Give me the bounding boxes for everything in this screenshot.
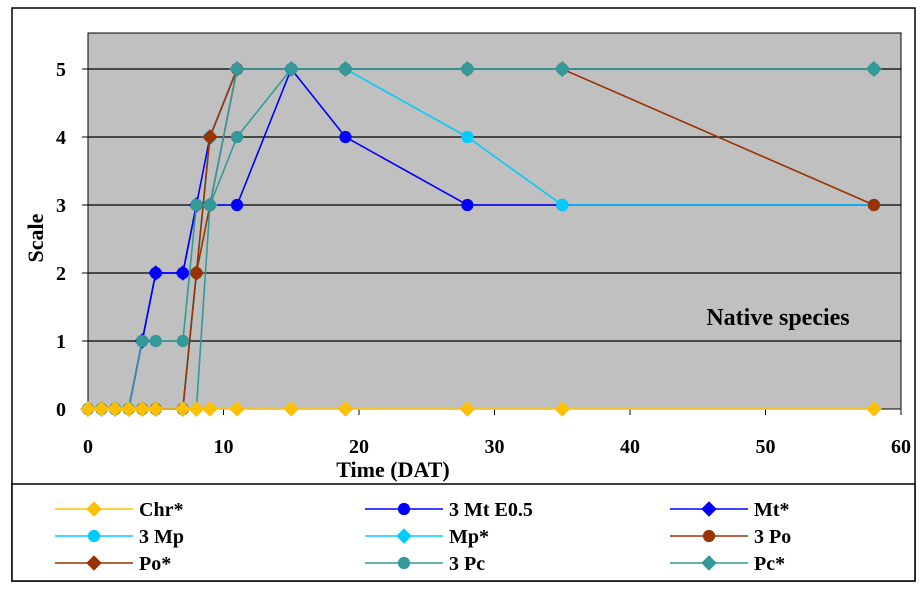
y-tick-label-3: 3 [56,195,66,217]
point-3-po-14 [867,198,881,212]
legend-label-pc: Pc* [754,553,785,575]
point-po-7 [188,265,205,281]
x-tick-label-30: 30 [485,436,505,458]
legend-label-3-mp: 3 Mp [139,526,184,548]
x-tick-label-20: 20 [349,436,369,458]
legend-marker-3-mt-e0-5 [397,502,411,516]
point-chr-1 [93,401,110,417]
y-tick-label-4: 4 [56,127,66,149]
point-pc-11 [337,61,354,77]
y-tick-label-5: 5 [56,59,66,81]
legend-marker-3-po [702,529,716,543]
legend: Chr* 3 Mt E0.5 Mt* 3 Mp Mp* 3 Po Po* 3 Pc Pc* [55,499,791,575]
point-chr-7 [188,401,205,417]
point-pc-14 [866,61,882,77]
legend-label-3-po: 3 Po [754,526,791,548]
series-chr [80,401,882,417]
point-chr-2 [107,401,123,417]
point-3-mt-e0-5-12 [461,198,474,212]
native-species-annotation: Native species [706,305,849,331]
legend-label-3-pc: 3 Pc [449,553,485,575]
x-tick-label-0: 0 [83,436,93,458]
legend-marker-mp [396,528,412,544]
point-3-pc-4 [136,334,149,348]
point-3-mt-e0-5-11 [339,130,352,144]
point-chr-6 [175,401,191,417]
x-tick-label-50: 50 [756,436,776,458]
point-3-pc-6 [176,334,189,348]
legend-item-chr: Chr* [55,499,183,521]
legend-item-3-pc: 3 Pc [365,553,485,575]
legend-label-po: Po* [139,553,171,575]
legend-item-pc: Pc* [670,553,785,575]
point-chr-10 [283,401,299,417]
legend-label-3-mt-e0-5: 3 Mt E0.5 [449,499,533,521]
legend-marker-3-mp [87,529,101,543]
point-chr-5 [148,401,164,417]
point-chr-8 [202,401,218,417]
legend-item-mt: Mt* [670,499,790,521]
legend-item-mp: Mp* [365,526,489,548]
plot-area [87,32,902,410]
legend-item-3-po: 3 Po [670,526,791,548]
y-tick-label-2: 2 [56,263,66,285]
point-3-pc-7 [190,198,203,212]
point-chr-3 [120,401,137,417]
legend-label-mp: Mp* [449,526,489,548]
series-layer [80,61,882,417]
point-chr-13 [554,401,570,417]
point-pc-13 [554,61,570,77]
legend-marker-pc [701,555,717,571]
legend-marker-po [86,555,102,571]
legend-marker-mt [701,501,717,517]
point-po-8 [202,129,218,145]
legend-label-mt: Mt* [754,499,790,521]
legend-item-po: Po* [55,553,171,575]
legend-label-chr: Chr* [139,499,183,521]
legend-item-3-mp: 3 Mp [55,526,184,548]
point-3-mt-e0-5-9 [230,198,244,212]
point-3-mp-13 [556,198,569,212]
legend-marker-chr [86,501,102,517]
point-pc-8 [202,197,218,213]
point-chr-0 [80,401,96,417]
y-tick-label-1: 1 [56,331,66,353]
point-3-mp-12 [461,130,474,144]
y-axis-label: Scale [23,213,48,262]
legend-item-3-mt-e0-5: 3 Mt E0.5 [365,499,533,521]
point-chr-14 [866,401,882,417]
point-pc-12 [459,61,476,77]
x-tick-label-60: 60 [891,436,911,458]
point-3-pc-9 [230,130,244,144]
point-mt-6 [175,265,191,281]
point-chr-9 [229,401,245,417]
point-pc-9 [229,61,245,77]
point-chr-11 [337,401,354,417]
legend-box [11,483,916,582]
point-mt-5 [148,265,164,281]
point-pc-10 [283,61,299,77]
point-chr-12 [459,401,476,417]
point-3-pc-5 [149,334,162,348]
y-tick-label-0: 0 [56,399,66,421]
point-chr-4 [134,401,150,417]
legend-marker-3-pc [397,556,411,570]
x-axis-label: Time (DAT) [336,457,449,482]
x-tick-label-10: 10 [214,436,234,458]
x-tick-label-40: 40 [620,436,640,458]
